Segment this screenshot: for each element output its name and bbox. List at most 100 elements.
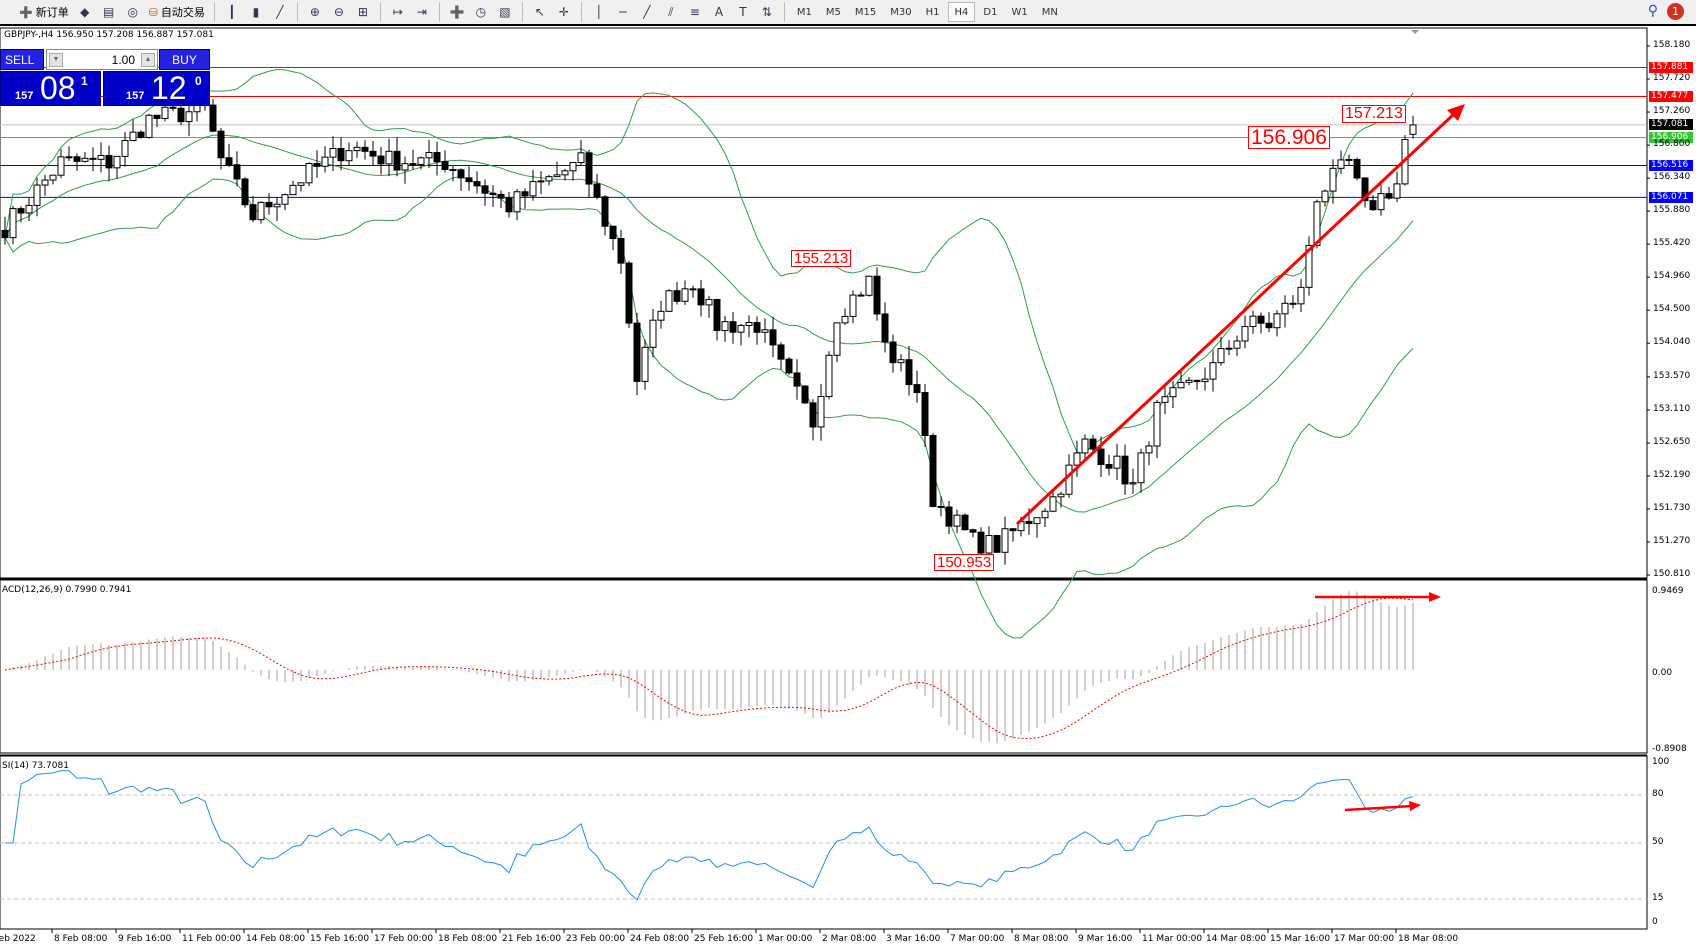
candle-body <box>1073 452 1081 466</box>
periods-button[interactable]: ◷ <box>470 2 492 22</box>
candle-body <box>1273 313 1281 329</box>
candle-body <box>385 150 393 165</box>
signals-button[interactable]: ◎ <box>122 2 144 22</box>
timeframe-d1[interactable]: D1 <box>983 6 998 18</box>
candle <box>1161 387 1169 415</box>
candle <box>833 322 841 363</box>
price-axis-label: 155.880 <box>1653 205 1691 216</box>
candle <box>169 105 177 112</box>
candle-body <box>1305 244 1313 288</box>
candle-body <box>1225 347 1233 350</box>
tile-button[interactable]: ⊞ <box>352 2 374 22</box>
candle-body <box>457 169 465 179</box>
candle <box>273 197 281 222</box>
chart-shift-button[interactable]: ⇥ <box>411 2 433 22</box>
sell-price-button[interactable]: 157 08 1 <box>0 70 101 106</box>
arrows-button[interactable]: ⇅ <box>756 2 778 22</box>
time-axis-label: 7 Mar 00:00 <box>950 934 1005 944</box>
timeframe-m15[interactable]: M15 <box>854 6 877 18</box>
candle <box>1257 312 1265 334</box>
vertical-line-button[interactable]: │ <box>588 2 610 22</box>
cursor-button[interactable]: ↖ <box>529 2 551 22</box>
indicators-button[interactable]: ➕ <box>446 2 468 22</box>
candle <box>113 155 121 179</box>
candle-body <box>337 148 345 162</box>
trendline-button[interactable]: ╱ <box>636 2 658 22</box>
lot-increase-button[interactable]: ▲ <box>141 53 155 67</box>
history-button[interactable]: ◆ <box>74 2 96 22</box>
candle <box>809 399 817 441</box>
search-icon[interactable]: ⚲ <box>1647 3 1658 19</box>
market-watch-button[interactable]: ▤ <box>98 2 120 22</box>
text-button[interactable]: A <box>708 2 730 22</box>
candle-body <box>1385 193 1393 199</box>
lot-decrease-button[interactable]: ▼ <box>49 53 63 67</box>
timeframe-mn[interactable]: MN <box>1041 6 1058 18</box>
candle-body <box>177 107 185 123</box>
candle <box>433 141 441 176</box>
timeframe-m30[interactable]: M30 <box>890 6 912 18</box>
templates-button[interactable]: ▧ <box>494 2 516 22</box>
timeframe-h4[interactable]: H4 <box>947 2 976 22</box>
sell-button[interactable]: SELL <box>0 49 44 70</box>
equidistant-channel-button[interactable]: ⫽ <box>660 2 682 22</box>
crosshair-button[interactable]: ✛ <box>553 2 575 22</box>
macd-axis-label: 0.00 <box>1652 668 1673 678</box>
candle <box>649 309 657 358</box>
autoscroll-button[interactable]: ↦ <box>387 2 409 22</box>
candle-body <box>921 392 929 437</box>
autotrading-button[interactable]: ⛁ 自动交易 <box>146 2 208 22</box>
toolbar-separator <box>521 2 523 22</box>
price-label-annotation[interactable]: 150.953 <box>934 554 995 571</box>
candle <box>553 161 561 178</box>
time-axis-label: 15 Mar 16:00 <box>1270 934 1331 944</box>
candle <box>1193 379 1201 390</box>
candle <box>1353 157 1361 181</box>
candle <box>241 177 249 208</box>
candle <box>1249 310 1257 334</box>
candle <box>1241 315 1249 349</box>
fibonacci-button[interactable]: ≡ <box>684 2 706 22</box>
candle <box>73 153 81 171</box>
candle-body <box>825 354 833 398</box>
price-label-annotation[interactable]: 155.213 <box>791 250 852 267</box>
autoscroll-icon: ↦ <box>392 5 403 19</box>
horizontal-line-button[interactable]: ─ <box>612 2 634 22</box>
candle-body <box>737 324 745 333</box>
candle <box>329 136 337 171</box>
candle <box>1081 434 1089 460</box>
rsi-axis-label: 50 <box>1652 837 1664 847</box>
text-label-button[interactable]: T <box>732 2 754 22</box>
lot-size-input[interactable]: ▼ 1.00 ▲ <box>46 49 158 70</box>
price-label-annotation[interactable]: 156.906 <box>1248 126 1330 149</box>
time-axis-label: 17 Feb 00:00 <box>374 934 434 944</box>
candle <box>449 166 457 182</box>
timeframe-m1[interactable]: M1 <box>796 6 812 18</box>
candle <box>753 316 761 345</box>
zoom-out-button[interactable]: ⊖ <box>328 2 350 22</box>
buy-button[interactable]: BUY <box>159 49 210 70</box>
candle-body <box>1361 177 1369 202</box>
candle <box>353 141 361 158</box>
timeframe-h1[interactable]: H1 <box>925 6 940 18</box>
candle-body <box>897 359 905 364</box>
timeframe-m5[interactable]: M5 <box>825 6 841 18</box>
timeframe-w1[interactable]: W1 <box>1011 6 1028 18</box>
candle-chart-button[interactable]: ▮ <box>245 2 267 22</box>
candle <box>505 191 513 218</box>
line-chart-button[interactable]: ╱ <box>269 2 291 22</box>
time-axis-label: 11 Mar 00:00 <box>1142 934 1203 944</box>
candle-body <box>1161 396 1169 403</box>
zoom-in-button[interactable]: ⊕ <box>304 2 326 22</box>
candle <box>1201 367 1209 391</box>
candle-body <box>745 322 753 326</box>
new-order-button[interactable]: ➕ 新订单 <box>16 2 72 22</box>
rsi-label: SI(14) 73.7081 <box>2 761 69 771</box>
candle <box>257 201 265 224</box>
bar-chart-button[interactable]: ┃ <box>221 2 243 22</box>
notification-badge[interactable]: 1 <box>1667 3 1684 20</box>
bollinger-middle <box>4 134 1414 513</box>
price-label-annotation[interactable]: 157.213 <box>1342 105 1406 123</box>
buy-price-button[interactable]: 157 12 0 <box>103 70 210 106</box>
